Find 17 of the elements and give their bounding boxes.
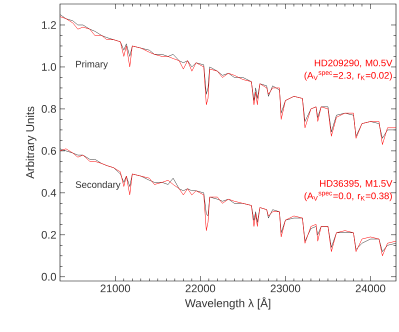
y-axis-title: Arbitrary Units xyxy=(26,106,36,179)
y-tick-label: 1.0 xyxy=(42,63,56,71)
x-tick-label: 22000 xyxy=(186,284,216,292)
series-label: HD209290, M0.5V (A$_{V}$$^{spec}$=2.3, r$_{K}$=0.02) xyxy=(304,60,392,81)
x-tick-label: 23000 xyxy=(270,284,300,292)
series-label: Secondary xyxy=(76,181,121,190)
series-label: HD36395, M1.5V (A$_{V}$$^{spec}$=0.0, r$_{K}$=0.38) xyxy=(304,180,392,202)
y-tick-label: 0.0 xyxy=(42,272,56,281)
y-tick-label: 0.2 xyxy=(42,230,56,239)
y-tick-label: 0.4 xyxy=(42,188,56,197)
text: Primary xyxy=(76,60,108,70)
y-tick-label: 0.8 xyxy=(42,105,56,113)
x-axis-title: Wavelength λ [Å] xyxy=(184,297,270,310)
x-tick-label: 24000 xyxy=(356,284,386,292)
y-tick-label: 1.2 xyxy=(42,21,56,29)
y-tick-label: 0.6 xyxy=(42,147,56,155)
x-tick-label: 21000 xyxy=(100,284,130,292)
